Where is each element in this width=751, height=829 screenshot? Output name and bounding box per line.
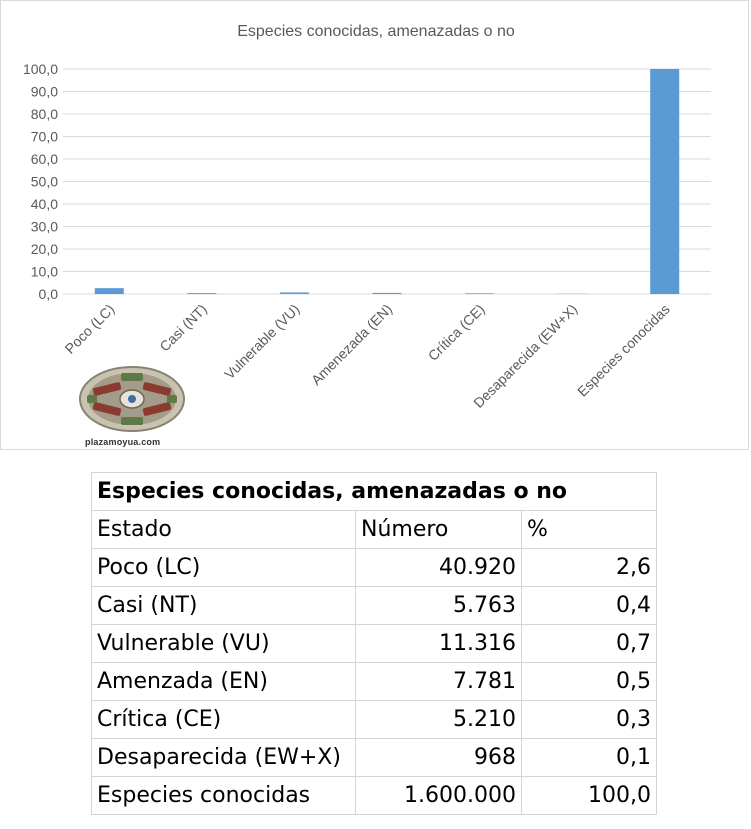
chart-container: Especies conocidas, amenazadas o no 0,0 1… xyxy=(0,0,749,450)
cell-numero: 7.781 xyxy=(355,662,522,701)
cell-percent: 0,5 xyxy=(521,662,657,701)
logo-caption: plazamoyua.com xyxy=(85,437,161,447)
cell-estado: Especies conocidas xyxy=(91,776,356,815)
table-title-row: Especies conocidas, amenazadas o no xyxy=(91,472,657,511)
x-tick-label: Desaparecida (EW+X) xyxy=(470,301,580,411)
cell-percent: 0,1 xyxy=(521,738,657,777)
y-tick-label: 80,0 xyxy=(31,106,58,122)
table-title: Especies conocidas, amenazadas o no xyxy=(91,472,657,511)
cell-numero: 1.600.000 xyxy=(355,776,522,815)
cell-estado: Amenzada (EN) xyxy=(91,662,356,701)
cell-estado: Vulnerable (VU) xyxy=(91,624,356,663)
table-row: Amenzada (EN) 7.781 0,5 xyxy=(91,662,657,701)
header-estado: Estado xyxy=(91,510,356,549)
x-tick-label: Poco (LC) xyxy=(62,301,118,357)
cell-percent: 0,4 xyxy=(521,586,657,625)
table-row: Especies conocidas 1.600.000 100,0 xyxy=(91,776,657,815)
y-tick-label: 30,0 xyxy=(31,219,58,235)
y-tick-label: 20,0 xyxy=(31,241,58,257)
x-tick-label: Vulnerable (VU) xyxy=(221,301,302,382)
bar xyxy=(187,293,217,294)
y-tick-label: 70,0 xyxy=(31,129,58,145)
y-tick-label: 0,0 xyxy=(39,286,59,302)
header-numero: Número xyxy=(355,510,522,549)
cell-numero: 5.210 xyxy=(355,700,522,739)
y-tick-label: 10,0 xyxy=(31,264,58,280)
cell-numero: 5.763 xyxy=(355,586,522,625)
cell-estado: Crítica (CE) xyxy=(91,700,356,739)
table-row: Casi (NT) 5.763 0,4 xyxy=(91,586,657,625)
y-tick-label: 100,0 xyxy=(23,61,58,77)
x-tick-label: Casi (NT) xyxy=(156,301,210,355)
data-table: Especies conocidas, amenazadas o no Esta… xyxy=(91,472,657,815)
plaza-moyua-logo-icon xyxy=(79,366,185,432)
table-row: Desaparecida (EW+X) 968 0,1 xyxy=(91,738,657,777)
table-row: Vulnerable (VU) 11.316 0,7 xyxy=(91,624,657,663)
cell-numero: 40.920 xyxy=(355,548,522,587)
cell-estado: Desaparecida (EW+X) xyxy=(91,738,356,777)
chart-title: Especies conocidas, amenazadas o no xyxy=(237,23,515,40)
y-tick-label: 50,0 xyxy=(31,174,58,190)
bar xyxy=(279,292,309,294)
header-percent: % xyxy=(521,510,657,549)
bar xyxy=(372,292,402,294)
bar xyxy=(465,293,495,294)
cell-percent: 0,3 xyxy=(521,700,657,739)
cell-estado: Poco (LC) xyxy=(91,548,356,587)
table-header-row: Estado Número % xyxy=(91,510,657,549)
x-tick-label: Crítica (CE) xyxy=(425,301,488,364)
table-row: Crítica (CE) 5.210 0,3 xyxy=(91,700,657,739)
cell-estado: Casi (NT) xyxy=(91,586,356,625)
cell-percent: 0,7 xyxy=(521,624,657,663)
table-row: Poco (LC) 40.920 2,6 xyxy=(91,548,657,587)
cell-numero: 968 xyxy=(355,738,522,777)
cell-numero: 11.316 xyxy=(355,624,522,663)
x-tick-label: Especies conocidas xyxy=(574,301,673,400)
x-tick-label: Amenezada (EN) xyxy=(308,301,395,388)
cell-percent: 100,0 xyxy=(521,776,657,815)
cell-percent: 2,6 xyxy=(521,548,657,587)
bar xyxy=(650,69,680,294)
bar-chart: Especies conocidas, amenazadas o no 0,0 1… xyxy=(23,23,711,411)
y-tick-label: 90,0 xyxy=(31,84,58,100)
bar xyxy=(94,288,124,294)
y-tick-label: 60,0 xyxy=(31,151,58,167)
y-tick-label: 40,0 xyxy=(31,196,58,212)
